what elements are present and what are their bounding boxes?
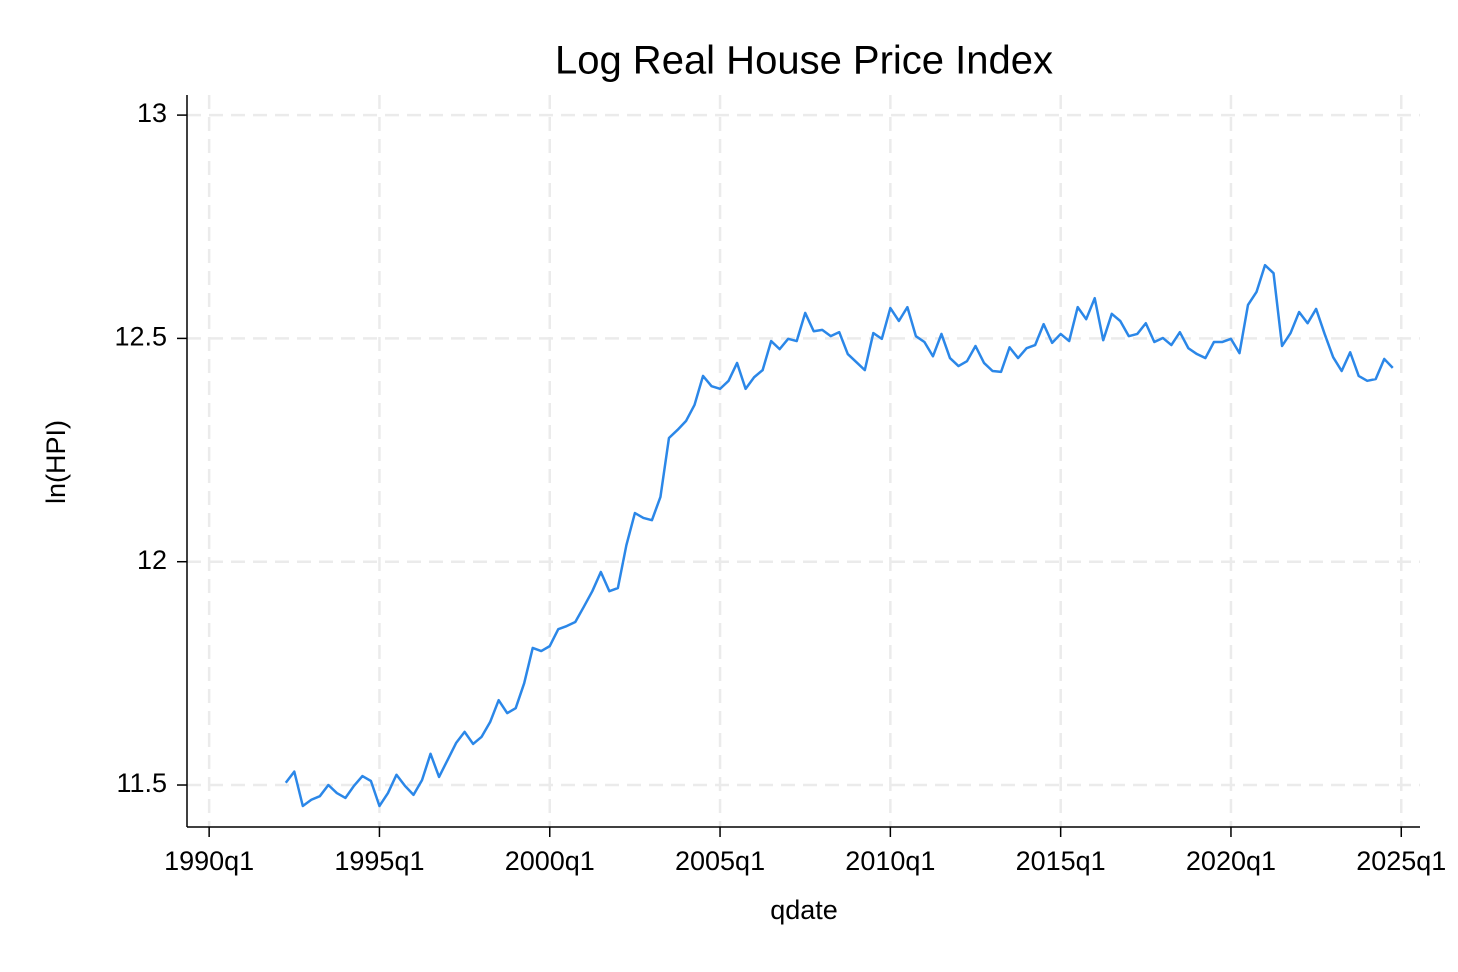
y-tick-label: 12 [137, 545, 167, 575]
x-tick-label: 2010q1 [845, 846, 935, 876]
x-tick-label: 2020q1 [1186, 846, 1276, 876]
y-axis-title: ln(HPI) [41, 420, 71, 504]
y-tick-label: 13 [137, 98, 167, 128]
x-tick-label: 1995q1 [334, 846, 424, 876]
data-line [284, 263, 1394, 808]
x-tick-label: 2000q1 [505, 846, 595, 876]
y-tick-label: 11.5 [116, 768, 167, 798]
x-tick-label: 2005q1 [675, 846, 765, 876]
y-tick-label: 12.5 [114, 322, 167, 352]
x-axis-title: qdate [770, 895, 838, 925]
x-tick-label: 2015q1 [1016, 846, 1106, 876]
x-tick-label: 1990q1 [164, 846, 254, 876]
chart-title: Log Real House Price Index [555, 39, 1053, 83]
x-tick-label: 2025q1 [1356, 846, 1446, 876]
